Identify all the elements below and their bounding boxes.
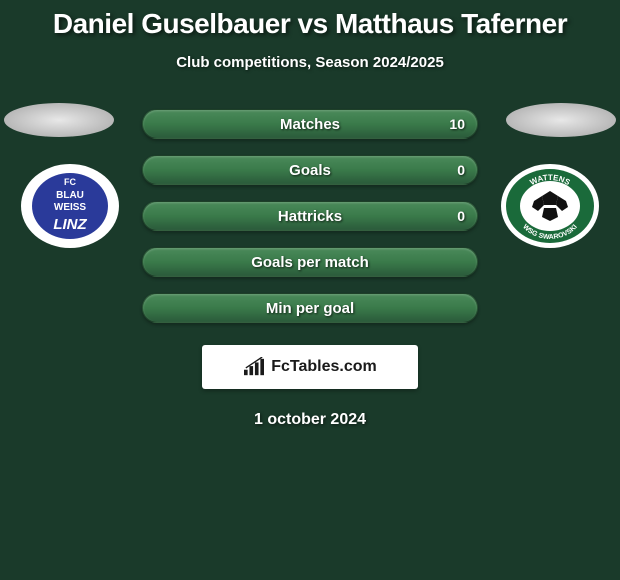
stat-label: Hattricks — [278, 208, 342, 225]
stat-bar-matches: Matches 10 — [142, 109, 478, 139]
stat-label: Matches — [280, 116, 340, 133]
stat-bar-hattricks: Hattricks 0 — [142, 201, 478, 231]
brand-box[interactable]: FcTables.com — [202, 345, 418, 389]
stat-bar-min-per-goal: Min per goal — [142, 293, 478, 323]
stat-label: Goals per match — [251, 254, 369, 271]
player-right-avatar-placeholder — [506, 103, 616, 137]
svg-text:LINZ: LINZ — [53, 216, 87, 233]
page-subtitle: Club competitions, Season 2024/2025 — [176, 54, 444, 71]
stat-right-value: 10 — [449, 116, 465, 132]
club-logo-right: WATTENS WSG SWAROVSKI — [500, 163, 600, 249]
brand-name: FcTables.com — [271, 358, 377, 376]
svg-text:WEISS: WEISS — [54, 202, 87, 213]
stat-bar-goals-per-match: Goals per match — [142, 247, 478, 277]
player-left-avatar-placeholder — [4, 103, 114, 137]
stat-right-value: 0 — [457, 208, 465, 224]
bar-chart-icon — [243, 357, 265, 377]
svg-text:FC: FC — [64, 177, 76, 187]
fc-blau-weiss-linz-logo: FC BLAU WEISS LINZ — [20, 163, 120, 249]
stat-rows: Matches 10 Goals 0 Hattricks 0 Goals per… — [142, 109, 478, 323]
club-logo-left: FC BLAU WEISS LINZ — [20, 163, 120, 249]
stat-right-value: 0 — [457, 162, 465, 178]
comparison-card: Daniel Guselbauer vs Matthaus Taferner C… — [0, 0, 620, 429]
date-label: 1 october 2024 — [0, 411, 620, 429]
stat-label: Min per goal — [266, 300, 354, 317]
svg-text:BLAU: BLAU — [56, 190, 84, 201]
stat-bar-goals: Goals 0 — [142, 155, 478, 185]
page-title: Daniel Guselbauer vs Matthaus Taferner — [53, 8, 567, 40]
stats-area: FC BLAU WEISS LINZ WATTENS — [0, 109, 620, 429]
wsg-wattens-logo: WATTENS WSG SWAROVSKI — [500, 163, 600, 249]
stat-label: Goals — [289, 162, 331, 179]
